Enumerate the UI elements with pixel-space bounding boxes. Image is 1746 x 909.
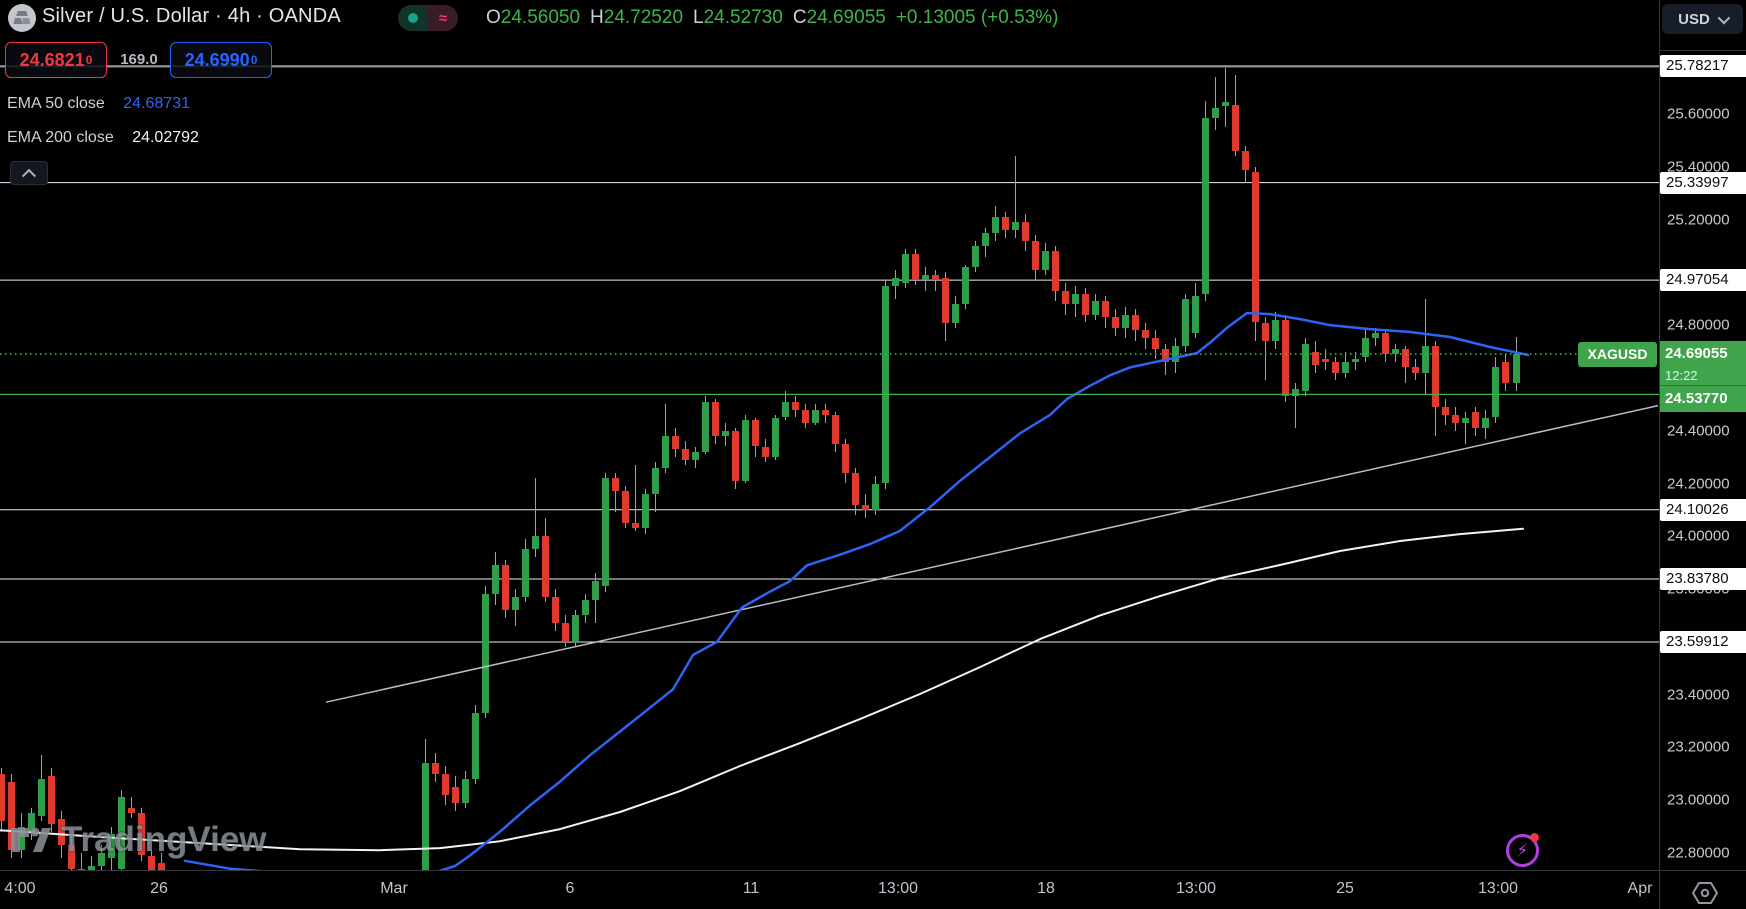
chart-pane[interactable]: TradingView ⚡ [0, 0, 1659, 870]
ema50-legend-row[interactable]: EMA 50 close 24.68731 [7, 95, 190, 113]
price-line-badge: 25.78217 [1660, 55, 1746, 77]
delayed-data-icon: ≈ [428, 5, 458, 31]
time-axis-label: 4:00 [4, 880, 36, 897]
price-line-badge: 24.97054 [1660, 269, 1746, 292]
change-value: +0.13005 (+0.53%) [895, 7, 1059, 28]
notification-dot [1530, 833, 1539, 842]
axis-top-separator [1660, 50, 1746, 51]
symbol-logo-silver-icon [8, 4, 36, 32]
price-axis-label: 25.20000 [1667, 211, 1730, 229]
open-value: 24.56050 [500, 7, 581, 28]
symbol-price-tag: XAGUSD [1578, 342, 1657, 367]
market-status-pill[interactable]: ≈ [398, 5, 458, 31]
price-axis-label: 23.20000 [1667, 738, 1730, 756]
price-axis-label: 24.40000 [1667, 422, 1730, 440]
axis-separator-horizontal [0, 870, 1746, 871]
time-axis-label: 11 [742, 880, 760, 897]
tradingview-logo-icon [11, 827, 51, 852]
quick-actions-button[interactable]: ⚡ [1506, 833, 1539, 867]
time-axis-label: 13:00 [877, 880, 919, 897]
price-axis-label: 25.40000 [1667, 158, 1730, 176]
ema200-line [0, 527, 1524, 852]
lightning-icon: ⚡ [1516, 840, 1529, 860]
close-value: 24.69055 [806, 7, 886, 28]
time-axis-label: Apr [1627, 880, 1653, 897]
trendline [325, 404, 1659, 703]
axis-separator-vertical [1659, 0, 1660, 909]
axis-settings-button[interactable] [1692, 882, 1718, 904]
chevron-up-icon [21, 168, 37, 183]
price-axis[interactable]: 25.60000 25.40000 25.20000 24.80000 24.40000… [1659, 0, 1746, 870]
price-line-badge: 23.83780 [1660, 568, 1746, 590]
currency-dropdown-button[interactable]: USD [1662, 4, 1743, 34]
time-axis[interactable]: 4:00 26 Mar 6 11 13:00 18 13:00 25 13:00 Apr [0, 871, 1659, 909]
price-axis-label: 25.60000 [1667, 105, 1730, 123]
bar-countdown: 12:22 [1665, 368, 1698, 383]
ema50-line [183, 311, 1530, 870]
ema50-value: 24.68731 [123, 95, 191, 112]
spread-value: 169.0 [120, 50, 158, 68]
high-value: 24.72520 [603, 7, 684, 28]
price-line-badge: 23.59912 [1660, 631, 1746, 653]
price-axis-label: 23.00000 [1667, 791, 1730, 809]
current-price-badge-group: 24.69055 12:22 24.53770 [1659, 341, 1746, 412]
indicator-lines-layer [0, 311, 1659, 870]
time-axis-label: 13:00 [1175, 880, 1217, 897]
ema200-value: 24.02792 [132, 129, 199, 146]
price-axis-label: 24.00000 [1667, 527, 1730, 545]
low-value: 24.52730 [703, 7, 783, 28]
current-price-value: 24.69055 [1665, 345, 1728, 362]
ohlc-readout: O24.56050 H24.72520 L24.52730 C24.69055 +0.1… [486, 7, 1059, 28]
alert-price-value: 24.53770 [1659, 385, 1746, 412]
price-line-badge: 25.33997 [1660, 171, 1746, 194]
time-axis-label: 6 [565, 880, 575, 897]
price-axis-label: 22.80000 [1667, 844, 1730, 862]
ema200-legend-row[interactable]: EMA 200 close 24.02792 [7, 129, 199, 147]
quote-divider-line [0, 67, 1659, 68]
chevron-down-icon [1717, 11, 1731, 24]
time-axis-label: 18 [1037, 880, 1055, 897]
symbol-title[interactable]: Silver / U.S. Dollar · 4h · OANDA [42, 5, 341, 27]
buy-ask-button[interactable]: 24.6990 0 [170, 42, 272, 78]
time-axis-label: 13:00 [1477, 880, 1519, 897]
time-axis-label: 25 [1336, 880, 1354, 897]
price-axis-label: 24.20000 [1667, 475, 1730, 492]
sell-bid-button[interactable]: 24.6821 0 [5, 42, 107, 78]
ema50-label: EMA 50 close [7, 95, 105, 112]
price-axis-label: 23.40000 [1667, 686, 1730, 703]
tradingview-watermark: TradingView [10, 820, 267, 860]
time-axis-label: Mar [380, 880, 408, 897]
price-line-badge: 24.10026 [1660, 498, 1746, 521]
ema200-label: EMA 200 close [7, 129, 114, 146]
market-open-icon [398, 5, 428, 31]
collapse-legend-button[interactable] [10, 161, 48, 185]
watermark-label: TradingView [61, 820, 267, 859]
price-axis-label: 24.80000 [1667, 316, 1730, 334]
time-axis-label: 26 [150, 880, 168, 897]
